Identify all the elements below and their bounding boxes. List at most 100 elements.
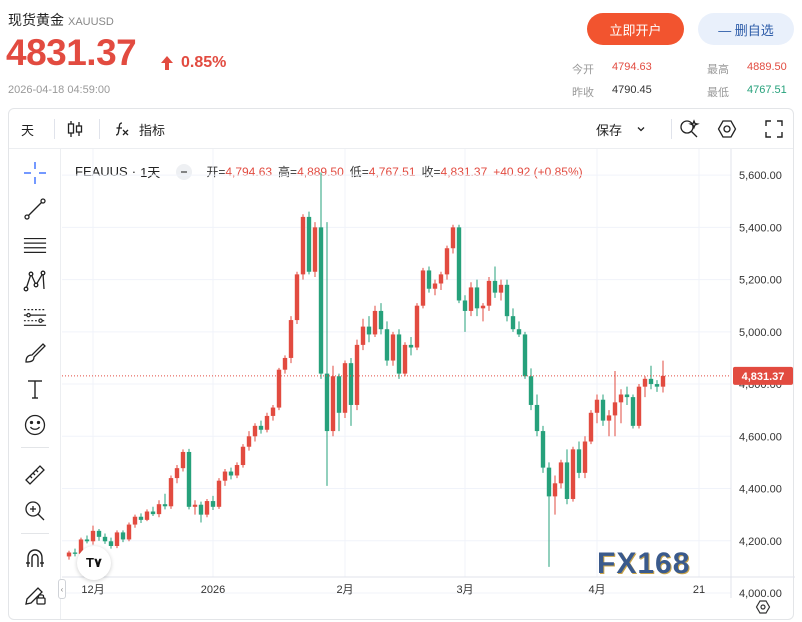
candle-body (222, 471, 228, 481)
legend-interval: 1天 (140, 165, 161, 180)
indicators-label: 指标 (139, 122, 166, 138)
brush-tool[interactable] (23, 341, 47, 365)
candle-body (366, 326, 372, 335)
candle-body (126, 524, 132, 540)
function-icon (115, 122, 129, 136)
lock-drawings-tool[interactable] (23, 583, 47, 607)
measure-tool[interactable] (23, 463, 47, 487)
candle-series (66, 172, 666, 567)
stat-prev-close: 昨收 4790.45 (572, 84, 692, 100)
stat-low-value: 4767.51 (747, 84, 787, 96)
collapse-toolbar-handle[interactable]: ‹ (58, 579, 66, 599)
candle-body (264, 415, 270, 430)
chart-grid (62, 149, 731, 594)
pencil-lock-icon (25, 587, 46, 605)
settings-button[interactable] (716, 117, 738, 141)
candle-body (528, 376, 534, 405)
candle-body (198, 504, 204, 515)
candle-body (636, 386, 642, 426)
save-button[interactable]: 保存 (596, 117, 646, 141)
candle-body (78, 539, 84, 554)
candle-body (474, 287, 480, 309)
candle-body (138, 516, 144, 520)
toolbar-divider (54, 119, 55, 139)
text-tool[interactable] (23, 377, 47, 401)
remove-watchlist-button[interactable]: — 删自选 (698, 13, 794, 45)
candle-body (612, 402, 618, 416)
candle-body (246, 436, 252, 447)
candle-body (558, 462, 564, 484)
candle-body (462, 300, 468, 311)
emoji-tool[interactable] (23, 413, 47, 437)
candle-body (594, 399, 600, 413)
zoom-tool[interactable] (23, 499, 47, 523)
toolbar-divider (671, 119, 672, 139)
candle-body (534, 404, 540, 432)
legend-dot: · (131, 164, 137, 179)
fullscreen-button[interactable] (764, 117, 784, 141)
tradingview-logo[interactable]: T٧ (77, 546, 111, 580)
candle-body (642, 378, 648, 387)
candle-body (654, 384, 660, 387)
candle-body (294, 274, 300, 321)
x-tick-label: 2月 (336, 584, 353, 596)
search-plus-icon (680, 119, 700, 138)
settings-hexagon-icon (755, 600, 771, 614)
drawing-toolbar (9, 149, 61, 619)
interval-selector[interactable]: 天 (21, 117, 34, 141)
stat-open-value: 4794.63 (612, 61, 652, 73)
candle-body (96, 530, 102, 537)
crosshair-tool[interactable] (23, 161, 47, 185)
fibonacci-tool[interactable] (23, 305, 47, 329)
candle-body (66, 552, 72, 557)
candle-body (540, 431, 546, 468)
pattern-tool[interactable] (23, 269, 47, 293)
quick-search-button[interactable] (678, 117, 700, 141)
chart-card: 天 指标 保存 (8, 108, 795, 621)
save-label: 保存 (596, 122, 623, 138)
horizontal-lines-tool[interactable] (23, 233, 47, 257)
y-tick-label: 5,600.00 (739, 170, 782, 182)
candle-body (288, 320, 294, 358)
tools-divider (21, 533, 49, 534)
candle-body (504, 284, 510, 317)
candle-body (258, 425, 264, 430)
tools-divider (21, 447, 49, 448)
candle-body (396, 334, 402, 374)
y-tick-label: 4,600.00 (739, 431, 782, 443)
candle-body (336, 376, 342, 413)
candle-body (186, 451, 192, 507)
instrument-title: 现货黄金 XAUUSD (8, 10, 114, 30)
stat-low: 最低 4767.51 (707, 84, 797, 100)
candlestick-icon (67, 121, 83, 137)
candle-body (72, 552, 78, 554)
open-account-button[interactable]: 立即开户 (587, 13, 684, 45)
y-tick-label: 4,400.00 (739, 484, 782, 496)
candle-body (354, 344, 360, 405)
pattern-nodes-icon (23, 270, 46, 292)
candle-body (330, 376, 336, 432)
chart-toolbar: 天 指标 保存 (9, 109, 793, 149)
magnet-tool[interactable] (23, 547, 47, 571)
candle-body (102, 536, 108, 542)
minus-icon (181, 170, 188, 173)
candle-body (648, 378, 654, 385)
candlestick-chart[interactable]: 5,600.005,400.005,200.005,000.004,800.00… (9, 109, 795, 621)
indicators-button[interactable]: 指标 (113, 117, 165, 141)
arrow-up-icon (161, 56, 173, 70)
candle-body (444, 248, 450, 275)
candle-body (192, 504, 198, 507)
candle-body (372, 310, 378, 335)
crosshair-icon (24, 162, 46, 184)
candle-body (132, 516, 138, 525)
last-price-marker: 4,831.37 (62, 366, 793, 385)
quote-header: 现货黄金 XAUUSD 4831.37 0.85% 2026-04-18 04:5… (0, 0, 802, 108)
candle-body (174, 468, 180, 479)
candle-body (252, 425, 258, 437)
candle-body (492, 280, 498, 293)
axis-settings-button[interactable] (753, 597, 773, 617)
trendline-tool[interactable] (23, 197, 47, 221)
y-tick-label: 4,000.00 (739, 588, 782, 600)
instrument-name: 现货黄金 (8, 12, 64, 28)
candle-type-button[interactable] (65, 117, 85, 141)
